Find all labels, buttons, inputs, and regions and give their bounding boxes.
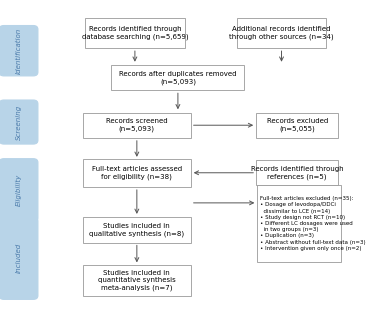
FancyBboxPatch shape xyxy=(83,266,191,295)
Text: Records identified through
references (n=5): Records identified through references (n… xyxy=(251,166,343,180)
Text: Records excluded
(n=5,055): Records excluded (n=5,055) xyxy=(267,118,328,132)
Text: Records screened
(n=5,093): Records screened (n=5,093) xyxy=(106,118,168,132)
FancyBboxPatch shape xyxy=(0,158,38,222)
FancyBboxPatch shape xyxy=(237,18,326,48)
FancyBboxPatch shape xyxy=(256,113,338,138)
FancyBboxPatch shape xyxy=(83,113,191,138)
FancyBboxPatch shape xyxy=(111,65,244,90)
Text: Identification: Identification xyxy=(16,28,22,74)
Text: Eligibility: Eligibility xyxy=(16,174,22,206)
Text: Full-text articles assessed
for eligibility (n=38): Full-text articles assessed for eligibil… xyxy=(92,166,182,180)
Text: Studies included in
quantitative synthesis
meta-analysis (n=7): Studies included in quantitative synthes… xyxy=(98,270,176,291)
FancyBboxPatch shape xyxy=(256,160,338,185)
FancyBboxPatch shape xyxy=(83,158,191,187)
FancyBboxPatch shape xyxy=(85,18,185,48)
FancyBboxPatch shape xyxy=(0,217,38,299)
Text: Records after duplicates removed
(n=5,093): Records after duplicates removed (n=5,09… xyxy=(119,71,237,85)
FancyBboxPatch shape xyxy=(0,100,38,144)
FancyBboxPatch shape xyxy=(257,185,341,262)
FancyBboxPatch shape xyxy=(0,26,38,76)
FancyBboxPatch shape xyxy=(83,217,191,243)
Text: Included: Included xyxy=(16,243,22,274)
Text: Additional records identified
through other sources (n=34): Additional records identified through ot… xyxy=(229,26,334,40)
Text: Records identified through
database searching (n=5,659): Records identified through database sear… xyxy=(82,26,188,40)
Text: Full-text articles excluded (n=35):
• Dosage of levodopa/DDCi
  dissimilar to LC: Full-text articles excluded (n=35): • Do… xyxy=(260,196,366,251)
Text: Screening: Screening xyxy=(16,104,22,140)
Text: Studies included in
qualitative synthesis (n=8): Studies included in qualitative synthesi… xyxy=(89,223,185,237)
